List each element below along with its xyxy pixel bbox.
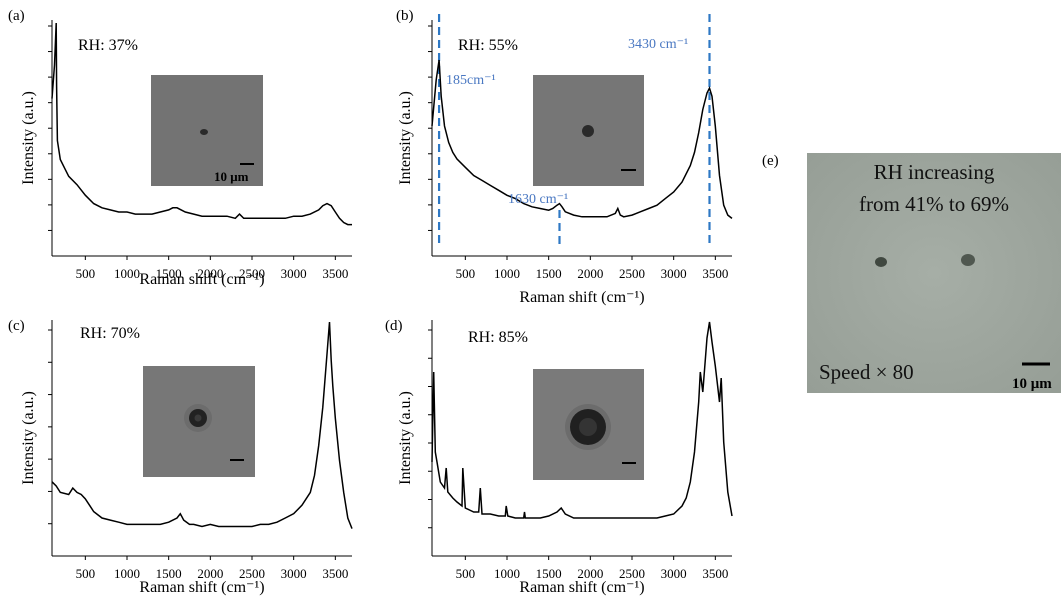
- panel-b: (b) RH: 55% 500 1000 1500 2000 2500 3000 3500 …: [396, 8, 733, 306]
- y-axis-label-b: Intensity (a.u.): [397, 91, 414, 185]
- peak-label-185: 185cm⁻¹: [446, 73, 496, 88]
- spectrum-line-d: [431, 321, 733, 519]
- x-ticks-a: 500 1000 1500 2000 2500 3000 3500: [76, 256, 348, 281]
- scale-label-e: 10 μm: [1012, 376, 1052, 392]
- x-tick-label: 1000: [494, 266, 520, 281]
- x-tick-label: 3500: [702, 566, 728, 581]
- panel-e-image: [807, 153, 1061, 393]
- x-axis-label-c: Raman shift (cm⁻¹): [139, 579, 264, 596]
- panel-e-title-line2: from 41% to 69%: [859, 192, 1009, 216]
- x-tick-label: 500: [76, 266, 96, 281]
- inset-image-a: 10 μm: [151, 75, 263, 186]
- y-ticks-a: [48, 25, 52, 231]
- panel-label-c: (c): [8, 318, 25, 334]
- x-tick-label: 500: [456, 566, 476, 581]
- spectrum-line-a: [51, 22, 352, 226]
- spectrum-line-c: [51, 321, 353, 529]
- y-axis-label-a: Intensity (a.u.): [20, 91, 37, 185]
- rh-label-c: RH: 70%: [80, 325, 140, 342]
- panel-label-a: (a): [8, 8, 25, 24]
- x-tick-label: 2000: [197, 266, 223, 281]
- x-ticks-d: 500 1000 1500 2000 2500 3000 3500: [456, 556, 728, 581]
- panel-c: (c) RH: 70% 500 1000 1500 2000 2500 3000 3500 …: [8, 318, 353, 596]
- x-tick-label: 1000: [494, 566, 520, 581]
- x-tick-label: 3000: [661, 566, 687, 581]
- peak-lines-b: [437, 14, 711, 248]
- y-ticks-d: [428, 329, 432, 529]
- droplet-2: [961, 254, 975, 266]
- x-tick-label: 2000: [577, 566, 603, 581]
- peak-label-1630: 1630 cm⁻¹: [508, 192, 568, 207]
- inset-image-b: [533, 75, 644, 186]
- x-axis-label-d: Raman shift (cm⁻¹): [519, 579, 644, 596]
- panel-e-title-line1: RH increasing: [874, 160, 995, 184]
- spectrum-line-b: [431, 59, 733, 219]
- panel-e: (e) RH increasing from 41% to 69% Speed …: [762, 153, 1061, 393]
- y-ticks-c: [48, 329, 52, 525]
- x-tick-label: 2000: [197, 566, 223, 581]
- x-tick-label: 2000: [577, 266, 603, 281]
- x-tick-label: 3000: [661, 266, 687, 281]
- inset-image-c: [143, 366, 255, 477]
- speed-label: Speed × 80: [819, 360, 914, 384]
- x-tick-label: 1500: [536, 266, 562, 281]
- x-tick-label: 500: [456, 266, 476, 281]
- x-tick-label: 2500: [239, 266, 265, 281]
- x-ticks-c: 500 1000 1500 2000 2500 3000 3500: [76, 556, 348, 581]
- rh-label-d: RH: 85%: [468, 329, 528, 346]
- x-tick-label: 2500: [239, 566, 265, 581]
- x-ticks-b: 500 1000 1500 2000 2500 3000 3500: [456, 256, 728, 281]
- rh-label-a: RH: 37%: [78, 37, 138, 54]
- x-tick-label: 3500: [702, 266, 728, 281]
- scale-label-a: 10 μm: [214, 169, 249, 184]
- peak-label-3430: 3430 cm⁻¹: [628, 37, 688, 52]
- x-tick-label: 2500: [619, 266, 645, 281]
- x-axis-label-b: Raman shift (cm⁻¹): [519, 289, 644, 306]
- x-tick-label: 3500: [322, 266, 348, 281]
- x-tick-label: 3000: [281, 266, 307, 281]
- panel-label-d: (d): [385, 318, 403, 334]
- x-tick-label: 3000: [281, 566, 307, 581]
- panel-label-b: (b): [396, 8, 414, 24]
- panel-label-e: (e): [762, 153, 779, 169]
- y-ticks-b: [428, 25, 432, 231]
- x-tick-label: 500: [76, 566, 96, 581]
- y-axis-label-c: Intensity (a.u.): [20, 391, 37, 485]
- panel-d: (d) RH: 85% 500 1000 1500 2000 2500 3000 3500 …: [385, 318, 733, 596]
- x-axis-label-a: Raman shift (cm⁻¹): [139, 271, 264, 288]
- x-tick-label: 2500: [619, 566, 645, 581]
- x-tick-label: 1500: [536, 566, 562, 581]
- y-axis-label-d: Intensity (a.u.): [397, 391, 414, 485]
- rh-label-b: RH: 55%: [458, 37, 518, 54]
- x-tick-label: 1000: [114, 566, 140, 581]
- x-tick-label: 3500: [322, 566, 348, 581]
- panel-a: (a) RH: 37% 500 1000 1500 2000 2500 3000 3500 …: [8, 8, 352, 288]
- x-tick-label: 1500: [156, 566, 182, 581]
- droplet-1: [875, 257, 887, 267]
- inset-image-d: [533, 369, 644, 480]
- x-tick-label: 1000: [114, 266, 140, 281]
- x-tick-label: 1500: [156, 266, 182, 281]
